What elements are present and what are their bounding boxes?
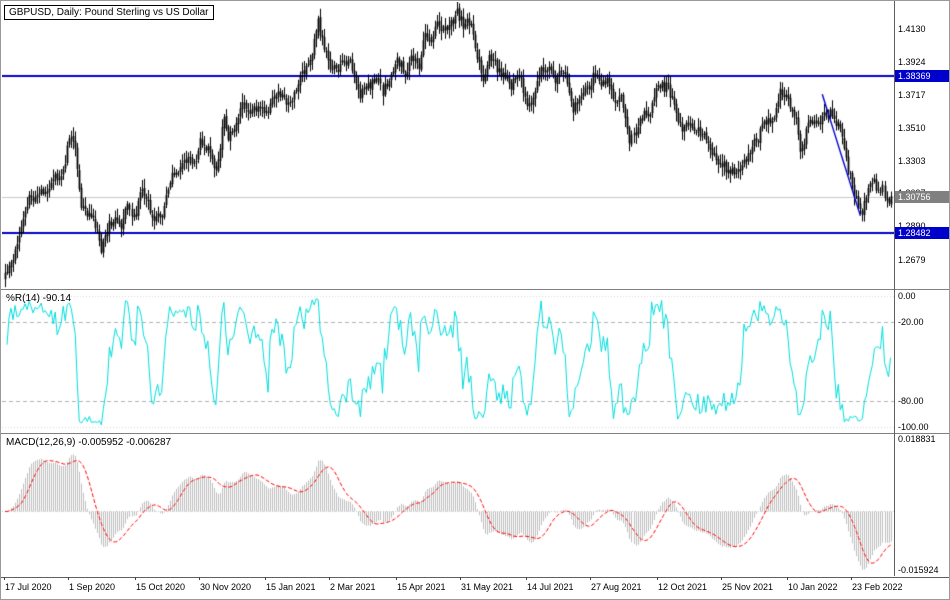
price-axis-tick: 1.3510 [898,123,926,133]
time-tick [787,577,788,580]
wpr-axis-tick: 0.00 [898,291,916,301]
time-tick [68,577,69,580]
wpr-indicator-label: %R(14) -90.14 [6,293,72,304]
time-tick [657,577,658,580]
date-label: 15 Jan 2021 [266,582,316,592]
time-tick [851,577,852,580]
wpr-axis-tick: -20.00 [898,317,924,327]
date-label: 25 Nov 2021 [722,582,774,592]
macd-axis-tick: -0.015924 [898,565,939,575]
price-chart-canvas[interactable] [2,2,894,289]
time-tick [396,577,397,580]
time-tick [721,577,722,580]
price-axis-tick: 1.3924 [898,57,926,67]
date-label: 15 Apr 2021 [397,582,446,592]
date-label: 12 Oct 2021 [658,582,708,592]
support-price-badge: 1.28482 [895,227,949,239]
date-label: 10 Jan 2022 [788,582,838,592]
macd-indicator-label: MACD(12,26,9) -0.005952 -0.006287 [6,437,172,448]
wpr-axis-tick: -80.00 [898,396,924,406]
panel-splitter-macd[interactable] [1,433,949,434]
time-tick [460,577,461,580]
date-label: 31 May 2021 [461,582,514,592]
date-label: 27 Aug 2021 [591,582,642,592]
price-axis-tick: 1.4130 [898,24,926,34]
time-tick [590,577,591,580]
resistance-price-badge: 1.38369 [895,70,949,82]
time-tick [199,577,200,580]
date-label: 14 Jul 2021 [527,582,574,592]
time-scale-separator [1,577,949,578]
current-price-badge: 1.30756 [895,191,949,203]
price-axis-tick: 1.3303 [898,156,926,166]
price-axis-tick: 1.2890 [898,221,926,231]
chart-title: GBPUSD, Daily: Pound Sterling vs US Doll… [4,5,214,20]
date-label: 2 Mar 2021 [330,582,376,592]
date-label: 1 Sep 2020 [69,582,116,592]
time-tick [4,577,5,580]
panel-splitter-wpr[interactable] [1,289,949,290]
williams-percent-r-canvas[interactable] [2,290,894,433]
date-label: 30 Nov 2020 [200,582,252,592]
macd-canvas[interactable] [2,434,894,577]
time-tick [265,577,266,580]
wpr-axis-tick: -100.00 [898,422,929,432]
time-tick [329,577,330,580]
price-axis-tick: 1.2679 [898,255,926,265]
price-axis-tick: 1.3717 [898,90,926,100]
time-tick [526,577,527,580]
macd-axis-tick: 0.018831 [898,434,936,444]
price-scale-separator [894,1,895,576]
time-tick [135,577,136,580]
date-label: 15 Oct 2020 [136,582,186,592]
date-label: 17 Jul 2020 [5,582,52,592]
date-label: 23 Feb 2022 [852,582,903,592]
